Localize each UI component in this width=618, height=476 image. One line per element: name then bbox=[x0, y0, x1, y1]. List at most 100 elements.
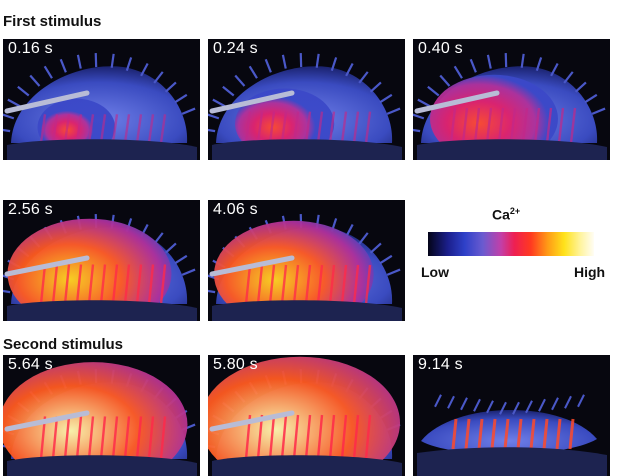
vein-stripe bbox=[87, 416, 95, 460]
time-label-3: 0.40 s bbox=[418, 40, 463, 57]
vein-stripe bbox=[123, 114, 131, 144]
trap-cilium bbox=[153, 71, 164, 84]
trap-cilium bbox=[248, 65, 258, 79]
calcium-label: Ca2+ bbox=[492, 206, 521, 223]
trap-cilium bbox=[369, 242, 382, 254]
vein-stripe bbox=[477, 418, 484, 450]
vein-stripe bbox=[352, 414, 360, 460]
trap-cilium bbox=[473, 398, 481, 412]
calcium-signal bbox=[214, 220, 374, 321]
trap-cilium bbox=[29, 74, 41, 87]
vein-stripe bbox=[449, 107, 457, 144]
vein-stripe bbox=[503, 418, 510, 450]
flytrap-image-1 bbox=[3, 53, 197, 160]
vein-stripe bbox=[159, 264, 167, 305]
calcium-signal bbox=[3, 362, 188, 476]
vein-stripe bbox=[135, 264, 143, 305]
trap-cilium bbox=[181, 268, 196, 276]
trap-cilium bbox=[125, 57, 133, 72]
trap-cilium bbox=[525, 400, 533, 414]
vein-stripe bbox=[39, 264, 47, 305]
vein-stripe bbox=[316, 414, 324, 460]
trap-cilium bbox=[486, 54, 492, 69]
trap-cilium bbox=[512, 401, 520, 415]
trap-cilium bbox=[208, 113, 220, 120]
trap-cilium bbox=[208, 128, 216, 133]
trap-cilium bbox=[110, 53, 115, 68]
trap-cilium bbox=[447, 395, 455, 409]
trap-base bbox=[7, 300, 197, 321]
stimulus-needle bbox=[209, 255, 295, 277]
vein-stripe bbox=[352, 111, 360, 144]
vein-stripe bbox=[99, 416, 107, 460]
vein-stripe bbox=[123, 416, 131, 460]
flytrap-image-3 bbox=[413, 53, 607, 160]
trap-cilium bbox=[330, 57, 338, 72]
vein-stripe bbox=[99, 264, 107, 305]
trap-base bbox=[7, 455, 197, 476]
vein-stripe bbox=[135, 114, 143, 144]
trap-cilium bbox=[486, 400, 494, 414]
vein-stripe bbox=[340, 111, 348, 144]
trap-cilium bbox=[7, 98, 21, 108]
vein-stripe bbox=[75, 114, 83, 144]
time-label-8: 9.14 s bbox=[418, 356, 463, 373]
colorbar-low-label: Low bbox=[421, 264, 449, 280]
trap-cilium bbox=[460, 397, 468, 411]
trap-cilium bbox=[174, 93, 188, 104]
trap-cilium bbox=[413, 113, 425, 120]
trap-cilium bbox=[3, 289, 11, 294]
trap-cilium bbox=[469, 58, 477, 73]
first-stimulus-title: First stimulus bbox=[3, 13, 102, 30]
vein-stripe bbox=[268, 414, 276, 460]
trap-cilium bbox=[439, 74, 451, 87]
trap-cilium bbox=[345, 62, 354, 77]
vein-stripe bbox=[569, 107, 577, 144]
trap-cilium bbox=[43, 65, 53, 79]
vein-stripe bbox=[485, 107, 493, 144]
vein-stripe bbox=[87, 114, 95, 144]
second-stimulus-title: Second stimulus bbox=[3, 336, 124, 353]
flytrap-image-4 bbox=[3, 214, 197, 321]
calcium-signal bbox=[208, 356, 400, 476]
trap-cilium bbox=[234, 74, 246, 87]
calcium-signal bbox=[7, 218, 172, 321]
vein-stripe bbox=[304, 414, 312, 460]
image-panel-7: 5.80 s bbox=[208, 355, 405, 476]
trap-cilium bbox=[264, 58, 272, 73]
vein-stripe bbox=[51, 416, 59, 460]
image-panel-3: 0.40 s bbox=[413, 39, 610, 160]
vein-stripe bbox=[497, 107, 505, 144]
vein-stripe bbox=[99, 114, 107, 144]
trap-cilium bbox=[574, 81, 587, 93]
trap-base bbox=[212, 139, 402, 160]
flytrap-image-7 bbox=[208, 356, 402, 476]
image-panel-4: 2.56 s bbox=[3, 200, 200, 321]
trap-cilium bbox=[379, 93, 393, 104]
trap-cilium bbox=[181, 107, 196, 115]
trap-cilium bbox=[453, 65, 463, 79]
vein-stripe bbox=[51, 264, 59, 305]
vein-stripe bbox=[461, 107, 469, 144]
trap-cilium bbox=[3, 128, 11, 133]
trap-cilium bbox=[577, 394, 585, 408]
flytrap-image-8 bbox=[417, 394, 607, 476]
vein-stripe bbox=[63, 264, 71, 305]
vein-stripe bbox=[51, 114, 59, 144]
trap-base bbox=[7, 139, 197, 160]
stimulus-needle bbox=[4, 410, 90, 432]
trap-cilium bbox=[427, 85, 440, 97]
stimulus-needle bbox=[4, 90, 90, 114]
flytrap-image-6 bbox=[3, 362, 197, 476]
vein-stripe bbox=[516, 418, 523, 450]
vein-stripe bbox=[545, 107, 553, 144]
trap-cilium bbox=[315, 53, 320, 68]
trap-cilium bbox=[499, 401, 507, 415]
vein-stripe bbox=[256, 264, 264, 305]
time-label-7: 5.80 s bbox=[213, 356, 258, 373]
calcium-signal bbox=[430, 74, 558, 160]
vein-stripe bbox=[352, 264, 360, 305]
vein-stripe bbox=[111, 416, 119, 460]
vein-stripe bbox=[159, 114, 167, 144]
trap-cilium bbox=[551, 397, 559, 411]
